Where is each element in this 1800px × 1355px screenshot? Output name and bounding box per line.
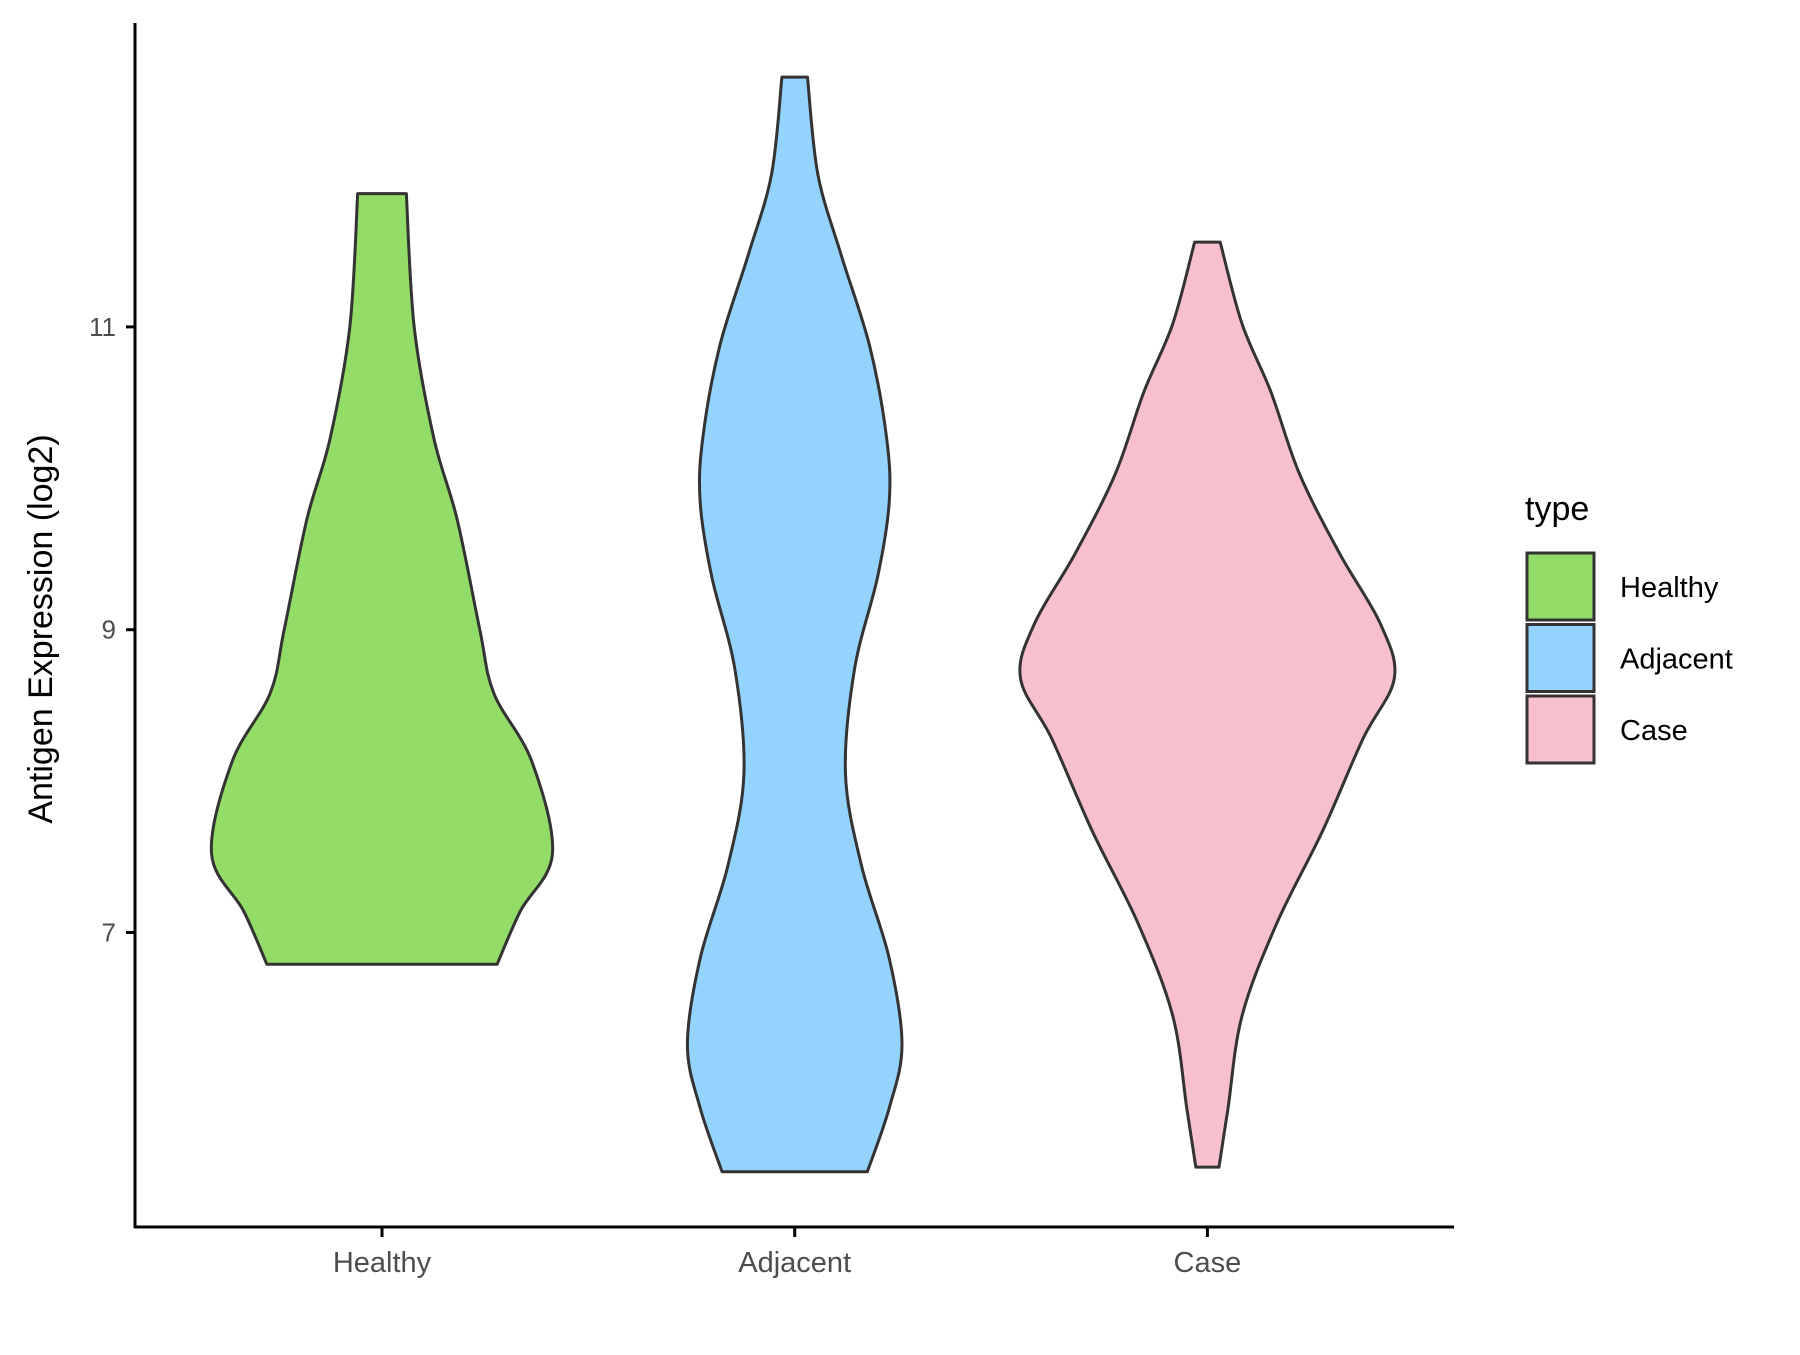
- legend-label: Adjacent: [1620, 644, 1733, 676]
- violin-adjacent: [685, 75, 904, 1174]
- legend-label: Healthy: [1620, 572, 1719, 604]
- x-ticks: Healthy Adjacent Case: [333, 1227, 1241, 1279]
- x-tick-label: Case: [1174, 1247, 1242, 1279]
- violins: [209, 75, 1397, 1174]
- x-tick-label: Healthy: [333, 1247, 432, 1279]
- legend: type Healthy Adjacent Case: [1525, 490, 1733, 765]
- legend-key-healthy: [1525, 551, 1596, 622]
- legend-key-adjacent: [1525, 623, 1596, 693]
- legend-key-case: [1525, 694, 1596, 765]
- violin-case: [1018, 240, 1397, 1169]
- y-tick-label: 9: [102, 615, 116, 645]
- legend-label: Case: [1620, 715, 1688, 747]
- x-tick-label: Adjacent: [738, 1247, 851, 1279]
- legend-title: type: [1525, 490, 1589, 528]
- y-axis-label: Antigen Expression (log2): [22, 434, 60, 823]
- y-tick-label: 7: [102, 918, 116, 948]
- violin-healthy: [209, 192, 555, 966]
- y-tick-label: 11: [89, 312, 116, 342]
- y-ticks: 7 9 11: [89, 312, 135, 948]
